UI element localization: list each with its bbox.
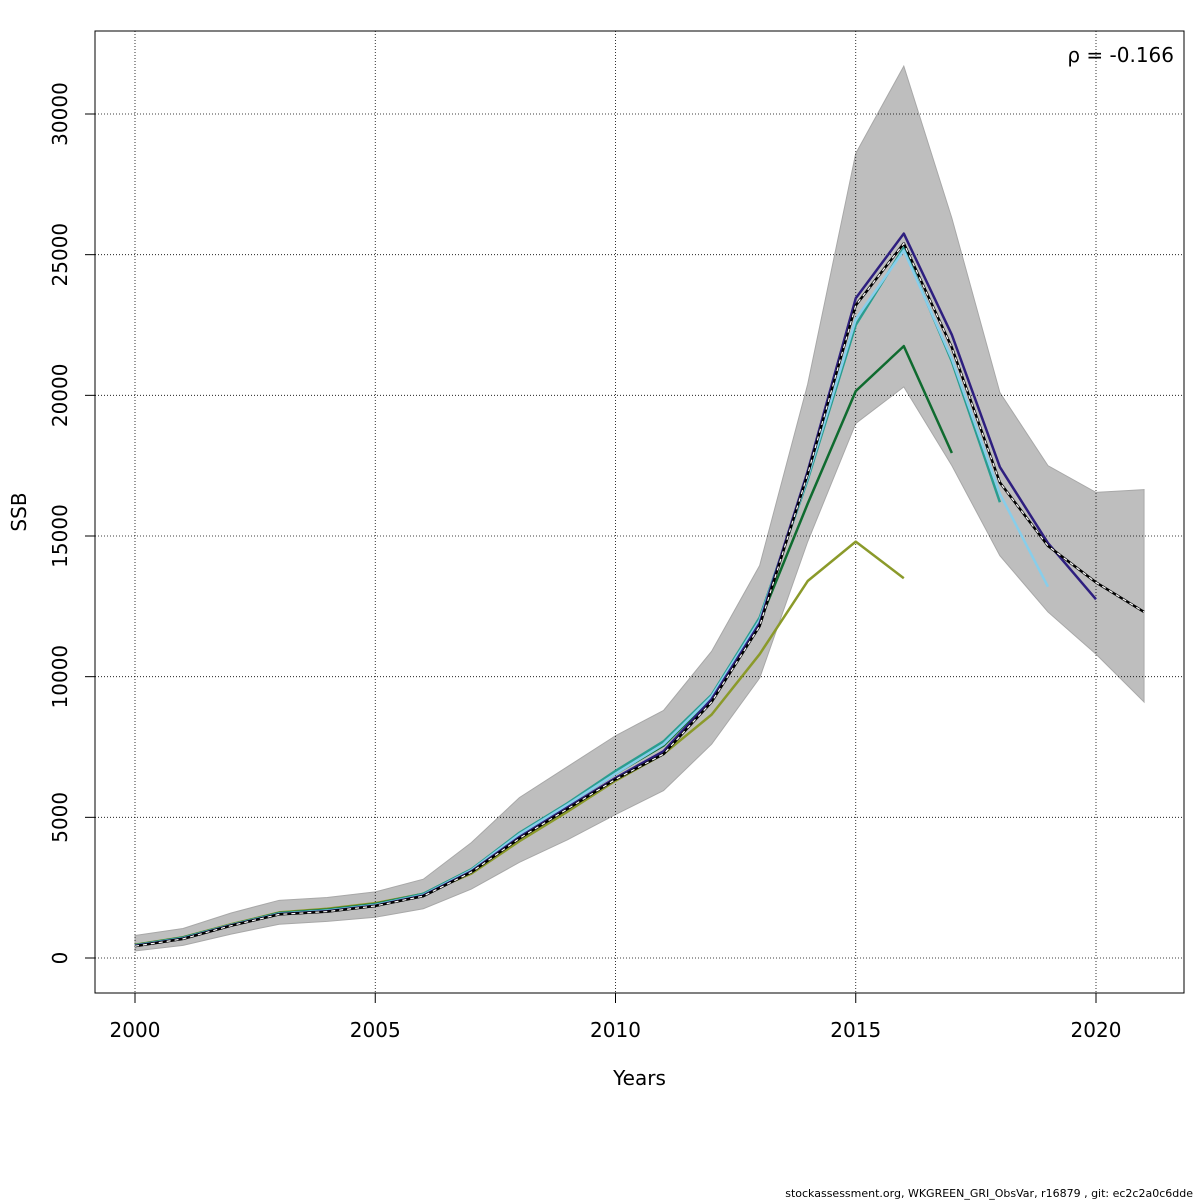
series-layer [134,232,1145,948]
y-tick-label: 25000 [48,223,72,287]
y-tick-label: 5000 [48,792,72,843]
x-tick-label: 2020 [1071,1018,1122,1042]
confidence-band-layer [134,64,1145,952]
confidence-band [134,64,1145,952]
y-tick-label: 20000 [48,364,72,428]
y-axis: 0 5000 10000 15000 20000 25000 30000 [48,82,95,964]
x-tick-label: 2015 [830,1018,881,1042]
x-tick-label: 2005 [350,1018,401,1042]
x-axis: 2000 2005 2010 2015 2020 [110,993,1122,1042]
x-axis-title: Years [612,1066,666,1090]
grid-layer [95,31,1184,993]
y-tick-label: 15000 [48,504,72,568]
x-tick-label: 2010 [590,1018,641,1042]
y-axis-title: SSB [7,492,31,531]
y-tick-label: 30000 [48,82,72,146]
rho-annotation: ρ = -0.166 [1067,43,1174,67]
y-tick-label: 10000 [48,645,72,709]
series-line-final-dash [134,242,1145,947]
footer-credit: stockassessment.org, WKGREEN_GRI_ObsVar,… [785,1187,1193,1200]
plot-frame [94,30,1185,994]
x-tick-label: 2000 [110,1018,161,1042]
y-tick-label: 0 [48,952,72,965]
